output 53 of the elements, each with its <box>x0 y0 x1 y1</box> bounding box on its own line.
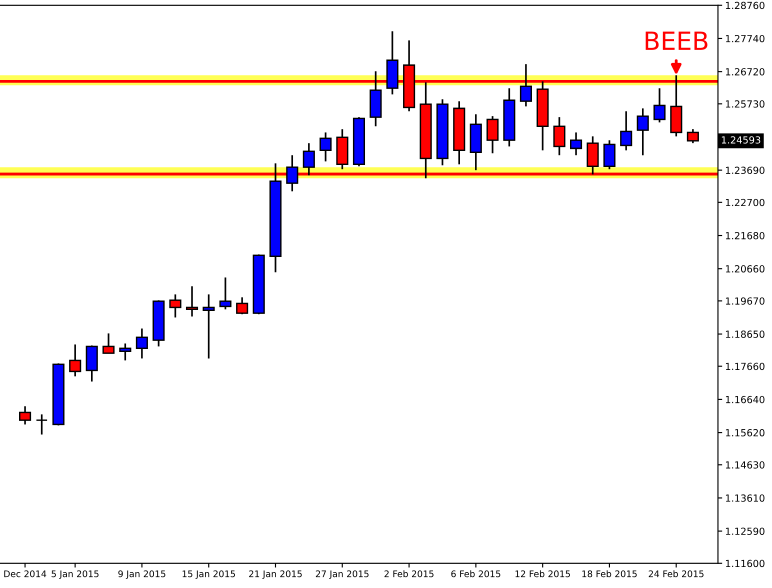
x-tick-label: 9 Jan 2015 <box>118 570 166 579</box>
candlestick <box>620 110 632 152</box>
candlestick <box>236 296 248 316</box>
y-tick-label: 1.12590 <box>726 528 764 535</box>
y-tick-label: 1.14630 <box>726 461 764 469</box>
candlestick <box>553 116 566 156</box>
x-tick-label: 15 Jan 2015 <box>182 570 235 579</box>
x-tick-label: 18 Feb 2015 <box>582 570 637 578</box>
candlestick <box>686 128 699 144</box>
y-tick-label: 1.27740 <box>726 34 764 42</box>
y-tick-label: 1.17660 <box>726 362 764 370</box>
y-tick-label: 1.13610 <box>726 494 764 502</box>
y-tick-label: 1.21680 <box>726 232 764 240</box>
candlestick <box>119 342 132 362</box>
candlestick <box>136 328 148 360</box>
text: 1.24593 <box>722 136 760 144</box>
y-tick-label: 1.15620 <box>726 429 764 436</box>
candlestick <box>169 294 182 318</box>
candlestick <box>186 285 198 318</box>
x-tick-label: 2 Feb 2015 <box>384 570 434 578</box>
y-tick-label: 1.20660 <box>726 265 764 273</box>
candlestick <box>36 414 48 436</box>
candlestick <box>653 87 666 124</box>
y-tick-label: 1.23690 <box>726 166 764 174</box>
candlestick <box>603 139 616 170</box>
candlestick <box>102 332 115 354</box>
candlestick <box>69 344 82 378</box>
x-tick-label: 5 Jan 2015 <box>52 570 99 579</box>
x-tick-label: 12 Feb 2015 <box>516 570 570 578</box>
x-tick-label: Dec 2014 <box>4 570 46 578</box>
candlestick <box>302 142 315 176</box>
y-tick-label: 1.19670 <box>726 297 764 305</box>
candlestick <box>636 108 649 156</box>
candlestick <box>486 115 499 154</box>
y-tick-label: 1.16640 <box>726 396 764 404</box>
y-tick-label: 1.26720 <box>726 68 764 76</box>
x-tick-label: 27 Jan 2015 <box>316 570 369 579</box>
candlestick <box>520 63 532 108</box>
y-tick-label: 1.11600 <box>726 560 764 568</box>
annotation: BEEB <box>646 32 708 50</box>
candlestick <box>286 154 298 192</box>
x-tick-label: 24 Feb 2015 <box>648 570 704 578</box>
candlestick <box>19 405 32 426</box>
y-tick-label: 1.18650 <box>726 330 764 338</box>
y-tick-label: 1.25730 <box>726 100 764 108</box>
candlestick <box>320 132 332 162</box>
candlestick <box>570 132 582 156</box>
candlestick <box>202 294 215 360</box>
x-tick-label: 21 Jan 2015 <box>249 570 302 579</box>
candlestick <box>219 276 232 310</box>
y-tick-label: 1.28760 <box>726 2 764 10</box>
x-tick-label: 6 Feb 2015 <box>451 570 500 578</box>
y-tick-label: 1.22700 <box>726 198 764 206</box>
